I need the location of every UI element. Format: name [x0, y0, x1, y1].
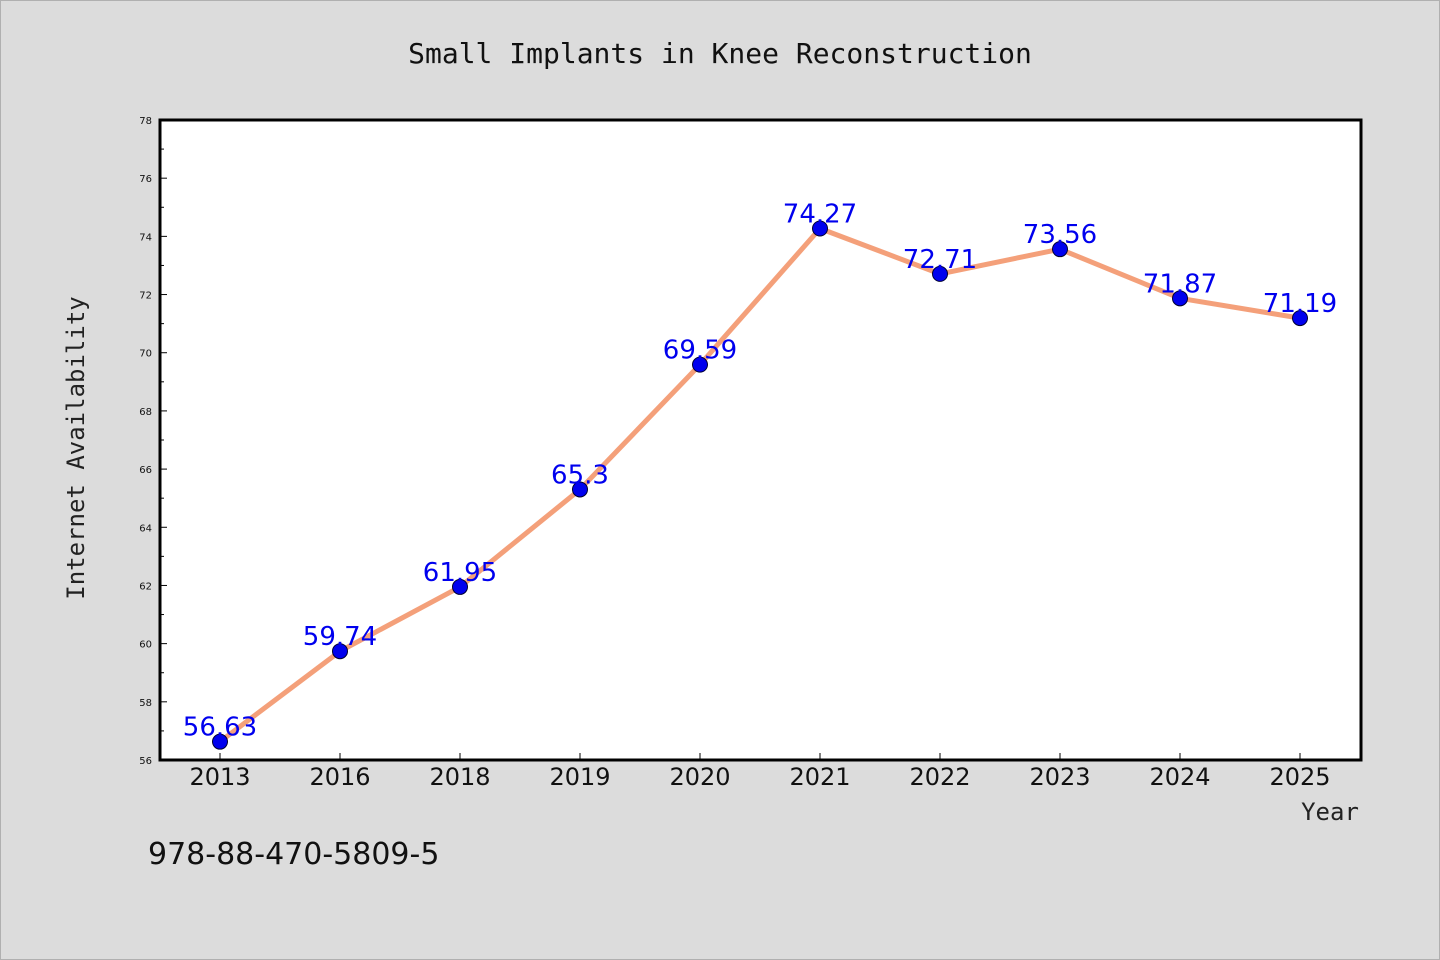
data-point [1052, 241, 1068, 258]
x-tick-label: 2013 [189, 763, 250, 791]
data-label: 61.95 [423, 558, 497, 588]
y-tick-label: 60 [139, 640, 152, 651]
plot-area [158, 118, 1363, 762]
data-point [932, 265, 948, 282]
x-tick-label: 2019 [549, 763, 610, 791]
y-tick-label: 62 [139, 581, 152, 592]
data-point [332, 643, 348, 660]
data-markers [212, 220, 1308, 750]
data-point [1172, 290, 1188, 307]
isbn-text: 978-88-470-5809-5 [148, 837, 439, 872]
data-point [572, 481, 588, 498]
x-tick-label: 2018 [429, 763, 490, 791]
data-point [812, 220, 828, 237]
data-label: 72.71 [903, 245, 977, 275]
data-label: 73.56 [1023, 220, 1097, 250]
x-tick-label: 2023 [1029, 763, 1090, 791]
data-point [1292, 310, 1308, 327]
x-tick-label: 2016 [309, 763, 370, 791]
x-tick-label: 2021 [789, 763, 850, 791]
y-tick-label: 78 [139, 116, 152, 127]
y-tick-label: 72 [139, 291, 152, 302]
y-tick-label: 76 [139, 174, 152, 185]
data-point [212, 733, 228, 750]
x-tick-label: 2024 [1149, 763, 1210, 791]
chart-title: Small Implants in Knee Reconstruction [408, 37, 1032, 70]
x-axis-label: Year [1301, 798, 1359, 826]
data-label: 56.63 [183, 713, 257, 743]
x-tick-label: 2020 [669, 763, 730, 791]
y-axis: 56 58 60 62 64 66 68 70 72 74 76 78 [139, 116, 167, 767]
data-point [692, 356, 708, 373]
data-label: 71.87 [1143, 269, 1217, 299]
y-tick-label: 74 [139, 232, 152, 243]
data-labels: 56.63 59.74 61.95 65.3 69.59 74.27 72.71 73.56 7… [183, 200, 1337, 743]
x-tick-label: 2025 [1269, 763, 1330, 791]
series-line [218, 226, 1301, 744]
data-point [452, 578, 468, 595]
y-tick-label: 66 [139, 465, 152, 476]
data-label: 59.74 [303, 622, 377, 652]
data-label: 65.3 [551, 460, 609, 490]
y-axis-label: Internet Availability [62, 296, 90, 599]
x-tick-label: 2022 [909, 763, 970, 791]
y-tick-label: 70 [139, 349, 152, 360]
y-tick-label: 68 [139, 407, 152, 418]
data-label: 74.27 [783, 200, 857, 230]
data-label: 71.19 [1263, 289, 1337, 319]
y-tick-label: 58 [139, 698, 152, 709]
y-tick-label: 56 [139, 756, 152, 767]
data-label: 69.59 [663, 336, 737, 366]
y-tick-label: 64 [139, 523, 152, 534]
x-axis: 2013 2016 2018 2019 2020 2021 2022 2023 2024 2025 [189, 753, 1331, 791]
